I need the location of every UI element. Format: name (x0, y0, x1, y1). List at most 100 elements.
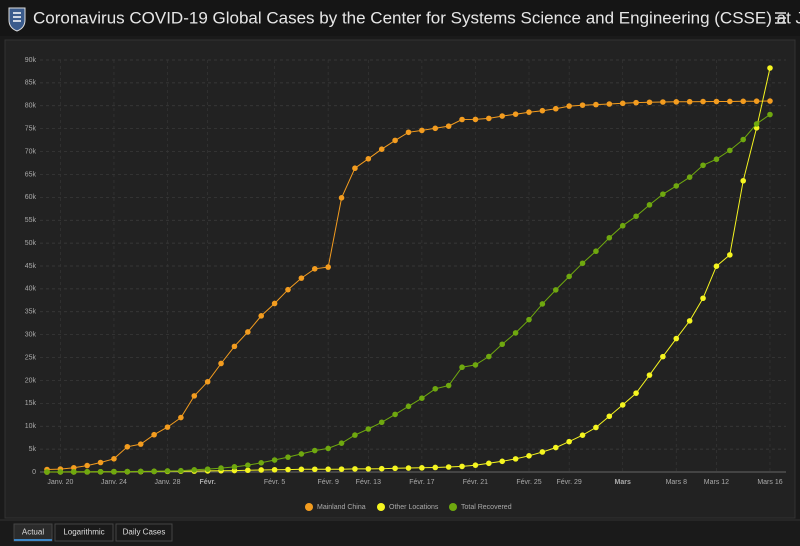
data-point (70, 464, 77, 471)
x-tick-label: Févr. 13 (356, 479, 381, 486)
data-point (526, 109, 532, 115)
data-point (432, 125, 439, 132)
x-tick-label: Févr. 21 (463, 479, 488, 486)
data-point (352, 466, 358, 472)
data-point (499, 341, 506, 348)
data-point (392, 411, 398, 418)
data-point (499, 458, 506, 465)
data-point (111, 456, 117, 462)
data-point (137, 468, 144, 475)
data-point (727, 147, 733, 154)
data-point (646, 202, 653, 208)
data-point (619, 100, 626, 107)
data-point (753, 125, 760, 131)
data-point (499, 113, 506, 119)
data-point (338, 440, 345, 446)
x-tick-label: Févr. 5 (264, 479, 286, 486)
tab-label[interactable]: Daily Cases (123, 528, 166, 537)
x-tick-label: Févr. 29 (557, 479, 582, 486)
data-point (445, 464, 452, 470)
data-point (325, 264, 331, 270)
data-point (740, 98, 747, 105)
data-point (84, 469, 90, 475)
data-point (97, 459, 104, 466)
logo (8, 7, 26, 32)
data-point (137, 441, 144, 447)
data-point (298, 466, 305, 473)
legend-swatch (377, 503, 385, 511)
y-tick-label: 75k (25, 126, 37, 133)
data-point (660, 191, 666, 197)
tab-label[interactable]: Actual (22, 528, 44, 537)
data-point (753, 121, 760, 127)
x-tick-label: Mars 8 (666, 479, 688, 486)
data-point (365, 156, 372, 162)
x-tick-label: Févr. 17 (409, 479, 434, 486)
data-point (432, 464, 439, 471)
legend-label: Mainland China (317, 504, 366, 511)
y-tick-label: 70k (25, 148, 37, 155)
data-point (486, 353, 492, 360)
data-point (633, 390, 639, 396)
data-point (512, 330, 519, 336)
data-point (686, 98, 693, 105)
data-point (673, 183, 680, 189)
data-point (44, 469, 50, 475)
plot: 0 5k 10k 15k 20k 25k 30k 35k 40k 45k 50k 55k 60k 65k 7… (25, 57, 786, 511)
data-point (124, 443, 131, 450)
data-point (660, 99, 666, 105)
x-tick-label: Mars (615, 479, 631, 486)
tab[interactable] (54, 523, 114, 542)
tab-active-indicator (14, 539, 52, 541)
data-point (593, 101, 599, 108)
menu-button[interactable] (775, 12, 786, 24)
data-point (767, 65, 773, 71)
x-tick-label: Mars 12 (704, 479, 729, 486)
data-point (579, 260, 586, 267)
data-point (539, 449, 546, 455)
data-point (552, 444, 559, 451)
data-point (660, 353, 666, 360)
data-point (566, 273, 572, 280)
data-point (245, 329, 251, 335)
data-point (419, 395, 425, 402)
tabs: Actual Logarithmic Daily Cases (13, 523, 173, 542)
data-point (740, 177, 747, 184)
legend-swatch (449, 503, 457, 511)
data-point (258, 313, 265, 319)
data-point (472, 362, 479, 368)
chart-panel (4, 39, 796, 519)
data-point (151, 468, 157, 475)
data-point (204, 466, 211, 472)
data-point (472, 462, 479, 468)
data-point (378, 146, 385, 153)
data-point (552, 105, 559, 112)
tab-label[interactable]: Logarithmic (63, 528, 104, 537)
data-point (459, 116, 465, 123)
data-point (298, 451, 305, 457)
y-tick-label: 30k (25, 332, 37, 339)
data-point (445, 382, 452, 389)
data-point (579, 432, 586, 438)
data-point (365, 426, 372, 432)
data-point (392, 137, 398, 144)
data-point (245, 467, 251, 474)
data-point (218, 360, 224, 367)
data-point (486, 460, 492, 467)
data-point (191, 467, 198, 473)
data-point (178, 467, 184, 474)
data-point (512, 456, 519, 462)
data-point (392, 465, 398, 472)
data-point (646, 99, 653, 106)
data-point (472, 116, 479, 123)
x-tick-label: Mars 16 (757, 479, 782, 486)
legend-label: Other Locations (389, 504, 439, 511)
data-point (713, 156, 720, 163)
data-point (673, 335, 680, 342)
data-point (767, 111, 773, 118)
data-point (231, 464, 238, 470)
data-point (486, 115, 492, 122)
data-point (84, 462, 90, 469)
data-point (606, 413, 613, 420)
tab[interactable] (115, 523, 173, 542)
